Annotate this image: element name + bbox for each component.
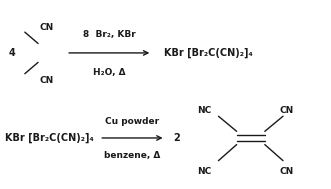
- Text: CN: CN: [280, 167, 294, 176]
- Text: NC: NC: [197, 106, 211, 115]
- Text: KBr [Br₂C(CN)₂]₄: KBr [Br₂C(CN)₂]₄: [5, 133, 94, 143]
- Text: CN: CN: [39, 23, 53, 32]
- Text: H₂O, Δ: H₂O, Δ: [93, 68, 125, 77]
- Text: NC: NC: [197, 167, 211, 176]
- Text: 8  Br₂, KBr: 8 Br₂, KBr: [83, 30, 136, 40]
- Text: KBr [Br₂C(CN)₂]₄: KBr [Br₂C(CN)₂]₄: [164, 48, 253, 58]
- Text: benzene, Δ: benzene, Δ: [104, 151, 161, 160]
- Text: Cu powder: Cu powder: [105, 117, 160, 126]
- Text: 2: 2: [174, 133, 180, 143]
- Text: CN: CN: [280, 106, 294, 115]
- Text: 4: 4: [8, 48, 15, 58]
- Text: CN: CN: [39, 76, 53, 85]
